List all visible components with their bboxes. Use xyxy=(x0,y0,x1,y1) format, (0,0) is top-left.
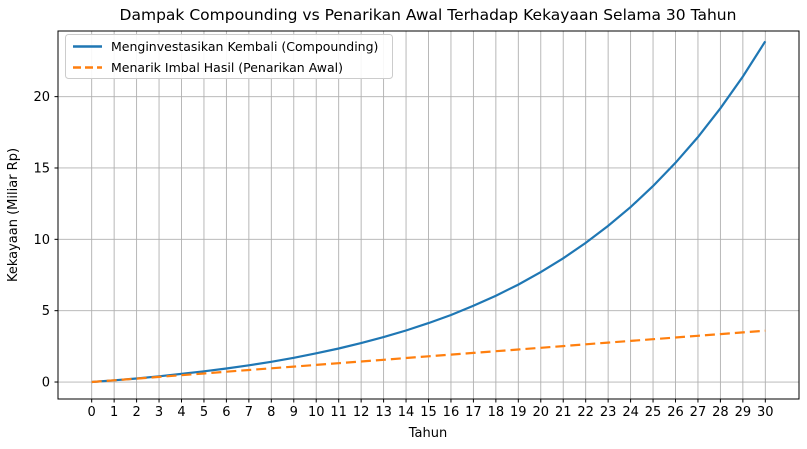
x-tick-label: 21 xyxy=(555,405,572,420)
x-tick-label: 8 xyxy=(267,405,275,420)
x-tick-label: 1 xyxy=(110,405,118,420)
x-tick-label: 22 xyxy=(577,405,594,420)
y-axis-label: Kekayaan (Miliar Rp) xyxy=(6,148,21,282)
x-tick-label: 26 xyxy=(667,405,684,420)
x-tick-label: 17 xyxy=(465,405,482,420)
chart-title: Dampak Compounding vs Penarikan Awal Ter… xyxy=(120,6,737,24)
data-series xyxy=(91,40,767,384)
legend-item-label: Menarik Imbal Hasil (Penarikan Awal) xyxy=(111,60,343,75)
x-tick-label: 0 xyxy=(88,405,96,420)
x-tick-label: 10 xyxy=(308,405,325,420)
x-tick-label: 9 xyxy=(290,405,298,420)
x-tick-label: 25 xyxy=(645,405,662,420)
x-tick-label: 30 xyxy=(757,405,774,420)
x-tick-label: 5 xyxy=(200,405,208,420)
x-tick-label: 23 xyxy=(600,405,617,420)
x-tick-label: 27 xyxy=(690,405,707,420)
x-tick-label: 7 xyxy=(245,405,253,420)
x-tick-label: 3 xyxy=(155,405,163,420)
y-tick-label: 0 xyxy=(42,376,50,391)
grid-lines xyxy=(58,31,799,399)
legend-box xyxy=(65,34,393,79)
axis-ticks: 0 1 2 3 4 5 6 7 8 9 10 11 12 13 14 15 16 17 18 19 20 21 22 23 24… xyxy=(33,90,773,420)
x-tick-label: 15 xyxy=(420,405,437,420)
y-tick-label: 20 xyxy=(33,90,50,105)
x-tick-label: 6 xyxy=(222,405,230,420)
x-tick-label: 28 xyxy=(712,405,729,420)
legend: Menginvestasikan Kembali (Compounding) Me… xyxy=(65,34,393,79)
series-compounding-line xyxy=(91,40,767,384)
x-tick-label: 12 xyxy=(353,405,370,420)
x-tick-label: 13 xyxy=(375,405,392,420)
y-tick-label: 15 xyxy=(33,161,50,176)
x-tick-label: 4 xyxy=(177,405,185,420)
x-tick-label: 18 xyxy=(488,405,505,420)
x-tick-label: 2 xyxy=(132,405,140,420)
x-tick-label: 20 xyxy=(532,405,549,420)
x-tick-label: 19 xyxy=(510,405,527,420)
x-axis-label: Tahun xyxy=(408,426,447,441)
x-tick-label: 16 xyxy=(443,405,460,420)
x-tick-label: 11 xyxy=(330,405,347,420)
legend-item-label: Menginvestasikan Kembali (Compounding) xyxy=(111,39,378,54)
x-tick-label: 29 xyxy=(735,405,752,420)
x-tick-label: 14 xyxy=(398,405,415,420)
x-tick-label: 24 xyxy=(622,405,639,420)
series-withdrawal-line xyxy=(91,329,766,384)
y-tick-label: 5 xyxy=(42,304,50,319)
y-tick-label: 10 xyxy=(33,233,50,248)
